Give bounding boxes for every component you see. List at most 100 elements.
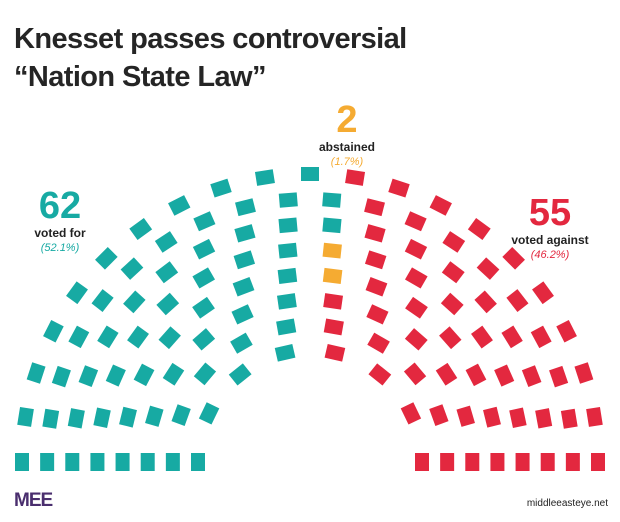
seat-voted-for: [145, 405, 164, 427]
seat-voted-against: [368, 363, 392, 386]
chart-title-line-1: Knesset passes controversial: [14, 23, 407, 55]
seat-voted-against: [474, 290, 497, 314]
seat-voted-against: [404, 267, 428, 289]
seat-voted-against: [476, 257, 500, 280]
seat-voted-for: [193, 211, 216, 232]
seat-voted-for: [277, 267, 298, 284]
seat-voted-against: [415, 453, 429, 471]
seat-voted-against: [456, 405, 475, 427]
seat-voted-for: [93, 407, 111, 429]
seat-voted-for: [276, 318, 297, 336]
seat-voted-against: [364, 224, 386, 243]
seat-voted-for: [192, 296, 215, 319]
seat-voted-against: [323, 318, 344, 336]
seat-voted-for: [301, 167, 319, 181]
seat-voted-against: [494, 364, 515, 387]
seat-voted-against: [560, 408, 578, 429]
seat-voted-against: [364, 250, 387, 270]
seat-abstained: [322, 242, 342, 259]
seat-voted-for: [232, 277, 255, 297]
seat-voted-for: [154, 231, 178, 253]
seat-voted-for: [198, 402, 220, 425]
voted-against-label: voted against: [511, 233, 589, 247]
seat-voted-for: [42, 408, 60, 429]
seat-voted-against: [471, 325, 493, 349]
seat-voted-for: [234, 224, 256, 243]
seat-voted-against: [535, 408, 553, 429]
seat-voted-against: [364, 198, 385, 217]
seat-voted-for: [235, 198, 256, 217]
seat-abstained: [322, 267, 343, 284]
seat-voted-for: [66, 281, 88, 305]
seat-voted-for: [120, 257, 144, 280]
seat-voted-against: [509, 407, 527, 429]
seat-voted-against: [440, 292, 464, 316]
seat-voted-for: [40, 453, 55, 471]
seat-voted-for: [322, 192, 342, 208]
seat-voted-against: [490, 453, 505, 471]
seat-voted-against: [404, 238, 428, 260]
seat-voted-against: [465, 363, 487, 387]
seat-voted-for: [254, 169, 275, 186]
seat-voted-against: [365, 277, 388, 297]
seat-voted-for: [119, 406, 137, 428]
seat-voted-against: [483, 406, 501, 428]
voted-against-percent: (46.2%): [530, 249, 570, 261]
abstained-count: 2: [336, 99, 358, 141]
seat-voted-for: [123, 290, 146, 314]
seat-voted-against: [530, 325, 552, 349]
source-url: middleeasteye.net: [526, 498, 608, 509]
seat-voted-for: [43, 320, 64, 343]
seat-voted-against: [345, 169, 366, 186]
seat-voted-against: [540, 453, 555, 471]
seat-voted-for: [165, 453, 180, 471]
seat-voted-for: [233, 250, 256, 270]
seat-voted-for: [192, 328, 216, 351]
voted-against-count: 55: [528, 192, 572, 234]
seat-voted-for: [322, 217, 342, 234]
seat-voted-against: [388, 178, 410, 198]
seat-voted-against: [565, 453, 580, 471]
seat-voted-against: [441, 261, 465, 284]
seat-voted-against: [429, 404, 449, 426]
seat-voted-for: [78, 365, 99, 388]
seat-voted-against: [429, 195, 452, 216]
seat-voted-against: [442, 231, 466, 253]
seat-voted-against: [366, 304, 389, 325]
voted-for-percent: (52.1%): [40, 242, 80, 254]
seat-voted-for: [133, 363, 155, 387]
callout-voted-for: 62 voted for (52.1%): [20, 186, 100, 255]
abstained-label: abstained: [318, 140, 375, 154]
seat-voted-against: [501, 325, 523, 349]
seat-voted-for: [140, 453, 155, 471]
seat-voted-for: [278, 242, 298, 259]
seat-voted-for: [210, 178, 232, 198]
seat-voted-against: [506, 289, 529, 312]
seat-voted-for: [67, 408, 85, 429]
seat-voted-against: [405, 296, 428, 319]
chart-title: Knesset passes controversial “Nation Sta…: [14, 20, 474, 96]
seat-voted-for: [158, 326, 181, 350]
seat-voted-for: [192, 238, 216, 260]
seat-voted-for: [95, 247, 118, 270]
seat-voted-against: [467, 218, 491, 240]
seat-voted-for: [65, 453, 80, 471]
seat-voted-against: [556, 320, 577, 343]
callout-voted-against: 55 voted against (46.2%): [500, 193, 600, 262]
seat-voted-for: [105, 364, 126, 387]
seat-voted-for: [274, 343, 296, 362]
seat-voted-against: [591, 453, 605, 471]
voted-for-label: voted for: [34, 226, 86, 240]
seat-voted-against: [367, 332, 390, 354]
seat-voted-for: [51, 365, 71, 388]
seat-voted-against: [586, 406, 603, 427]
seat-voted-for: [191, 453, 205, 471]
seat-voted-for: [228, 363, 252, 386]
seat-voted-for: [156, 292, 180, 316]
seat-voted-for: [97, 325, 119, 349]
seat-voted-against: [404, 328, 428, 351]
seat-voted-for: [129, 218, 153, 240]
seat-voted-against: [549, 365, 569, 388]
seat-voted-against: [439, 326, 462, 350]
seat-voted-for: [90, 453, 105, 471]
